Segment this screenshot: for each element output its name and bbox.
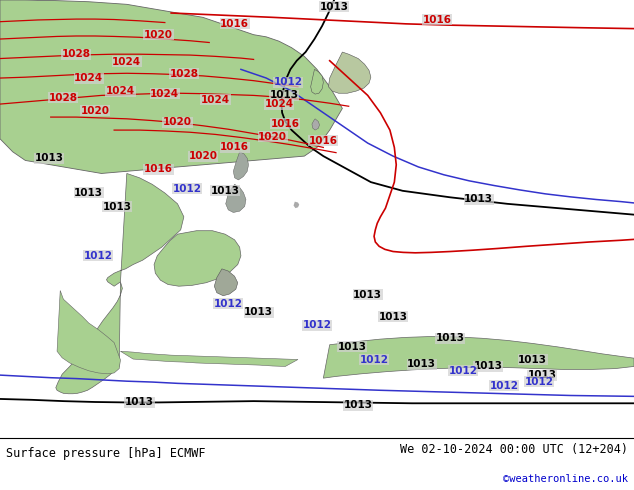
Text: 1016: 1016 bbox=[144, 164, 173, 174]
Text: 1024: 1024 bbox=[201, 95, 230, 105]
Text: 1012: 1012 bbox=[359, 355, 389, 365]
Polygon shape bbox=[311, 70, 323, 94]
Text: 1013: 1013 bbox=[474, 362, 503, 371]
Polygon shape bbox=[154, 231, 241, 286]
Text: 1013: 1013 bbox=[518, 355, 547, 365]
Text: 1012: 1012 bbox=[84, 251, 113, 261]
Text: We 02-10-2024 00:00 UTC (12+204): We 02-10-2024 00:00 UTC (12+204) bbox=[399, 443, 628, 456]
Text: 1020: 1020 bbox=[144, 30, 173, 40]
Text: 1016: 1016 bbox=[423, 15, 452, 24]
Polygon shape bbox=[56, 282, 122, 394]
Polygon shape bbox=[312, 119, 320, 130]
Text: 1013: 1013 bbox=[337, 342, 366, 352]
Text: 1020: 1020 bbox=[163, 117, 192, 127]
Text: 1013: 1013 bbox=[125, 397, 154, 407]
Text: Surface pressure [hPa] ECMWF: Surface pressure [hPa] ECMWF bbox=[6, 447, 206, 460]
Text: 1016: 1016 bbox=[271, 119, 300, 128]
Polygon shape bbox=[120, 351, 298, 367]
Text: 1012: 1012 bbox=[274, 77, 303, 87]
Text: 1013: 1013 bbox=[464, 195, 493, 204]
Polygon shape bbox=[226, 184, 246, 213]
Text: 1013: 1013 bbox=[436, 333, 465, 343]
Polygon shape bbox=[214, 269, 238, 296]
Text: 1013: 1013 bbox=[353, 290, 382, 300]
Polygon shape bbox=[233, 152, 249, 180]
Text: 1013: 1013 bbox=[210, 186, 240, 196]
Text: 1024: 1024 bbox=[264, 99, 294, 109]
Text: 1028: 1028 bbox=[169, 69, 198, 79]
Text: 1013: 1013 bbox=[74, 188, 103, 198]
Text: 1020: 1020 bbox=[188, 151, 217, 161]
Text: 1013: 1013 bbox=[244, 307, 273, 317]
Text: 1012: 1012 bbox=[172, 184, 202, 194]
Polygon shape bbox=[107, 173, 184, 286]
Text: 1013: 1013 bbox=[378, 312, 408, 321]
Text: 1024: 1024 bbox=[112, 56, 141, 67]
Text: 1013: 1013 bbox=[407, 359, 436, 369]
Text: 1028: 1028 bbox=[61, 49, 91, 59]
Text: 1013: 1013 bbox=[269, 90, 299, 100]
Text: 1012: 1012 bbox=[214, 298, 243, 309]
Polygon shape bbox=[57, 291, 120, 374]
Text: 1020: 1020 bbox=[258, 132, 287, 142]
Text: 1013: 1013 bbox=[344, 400, 373, 411]
Text: 1016: 1016 bbox=[309, 136, 338, 146]
Text: 1012: 1012 bbox=[448, 366, 477, 376]
Text: 1013: 1013 bbox=[320, 1, 349, 11]
Text: 1012: 1012 bbox=[524, 377, 553, 387]
Polygon shape bbox=[294, 202, 299, 208]
Text: 1012: 1012 bbox=[489, 381, 519, 391]
Polygon shape bbox=[323, 337, 634, 378]
Text: 1013: 1013 bbox=[527, 370, 557, 380]
Text: 1028: 1028 bbox=[49, 93, 78, 102]
Polygon shape bbox=[0, 0, 342, 173]
Text: 1024: 1024 bbox=[106, 86, 135, 96]
Text: 1013: 1013 bbox=[103, 202, 132, 212]
Text: ©weatheronline.co.uk: ©weatheronline.co.uk bbox=[503, 474, 628, 484]
Text: 1024: 1024 bbox=[74, 73, 103, 83]
Text: 1012: 1012 bbox=[302, 320, 332, 330]
Text: 1016: 1016 bbox=[220, 19, 249, 29]
Text: 1013: 1013 bbox=[34, 153, 63, 163]
Text: 1020: 1020 bbox=[81, 105, 110, 116]
Text: 1016: 1016 bbox=[220, 143, 249, 152]
Polygon shape bbox=[328, 52, 371, 93]
Text: 1024: 1024 bbox=[150, 89, 179, 98]
